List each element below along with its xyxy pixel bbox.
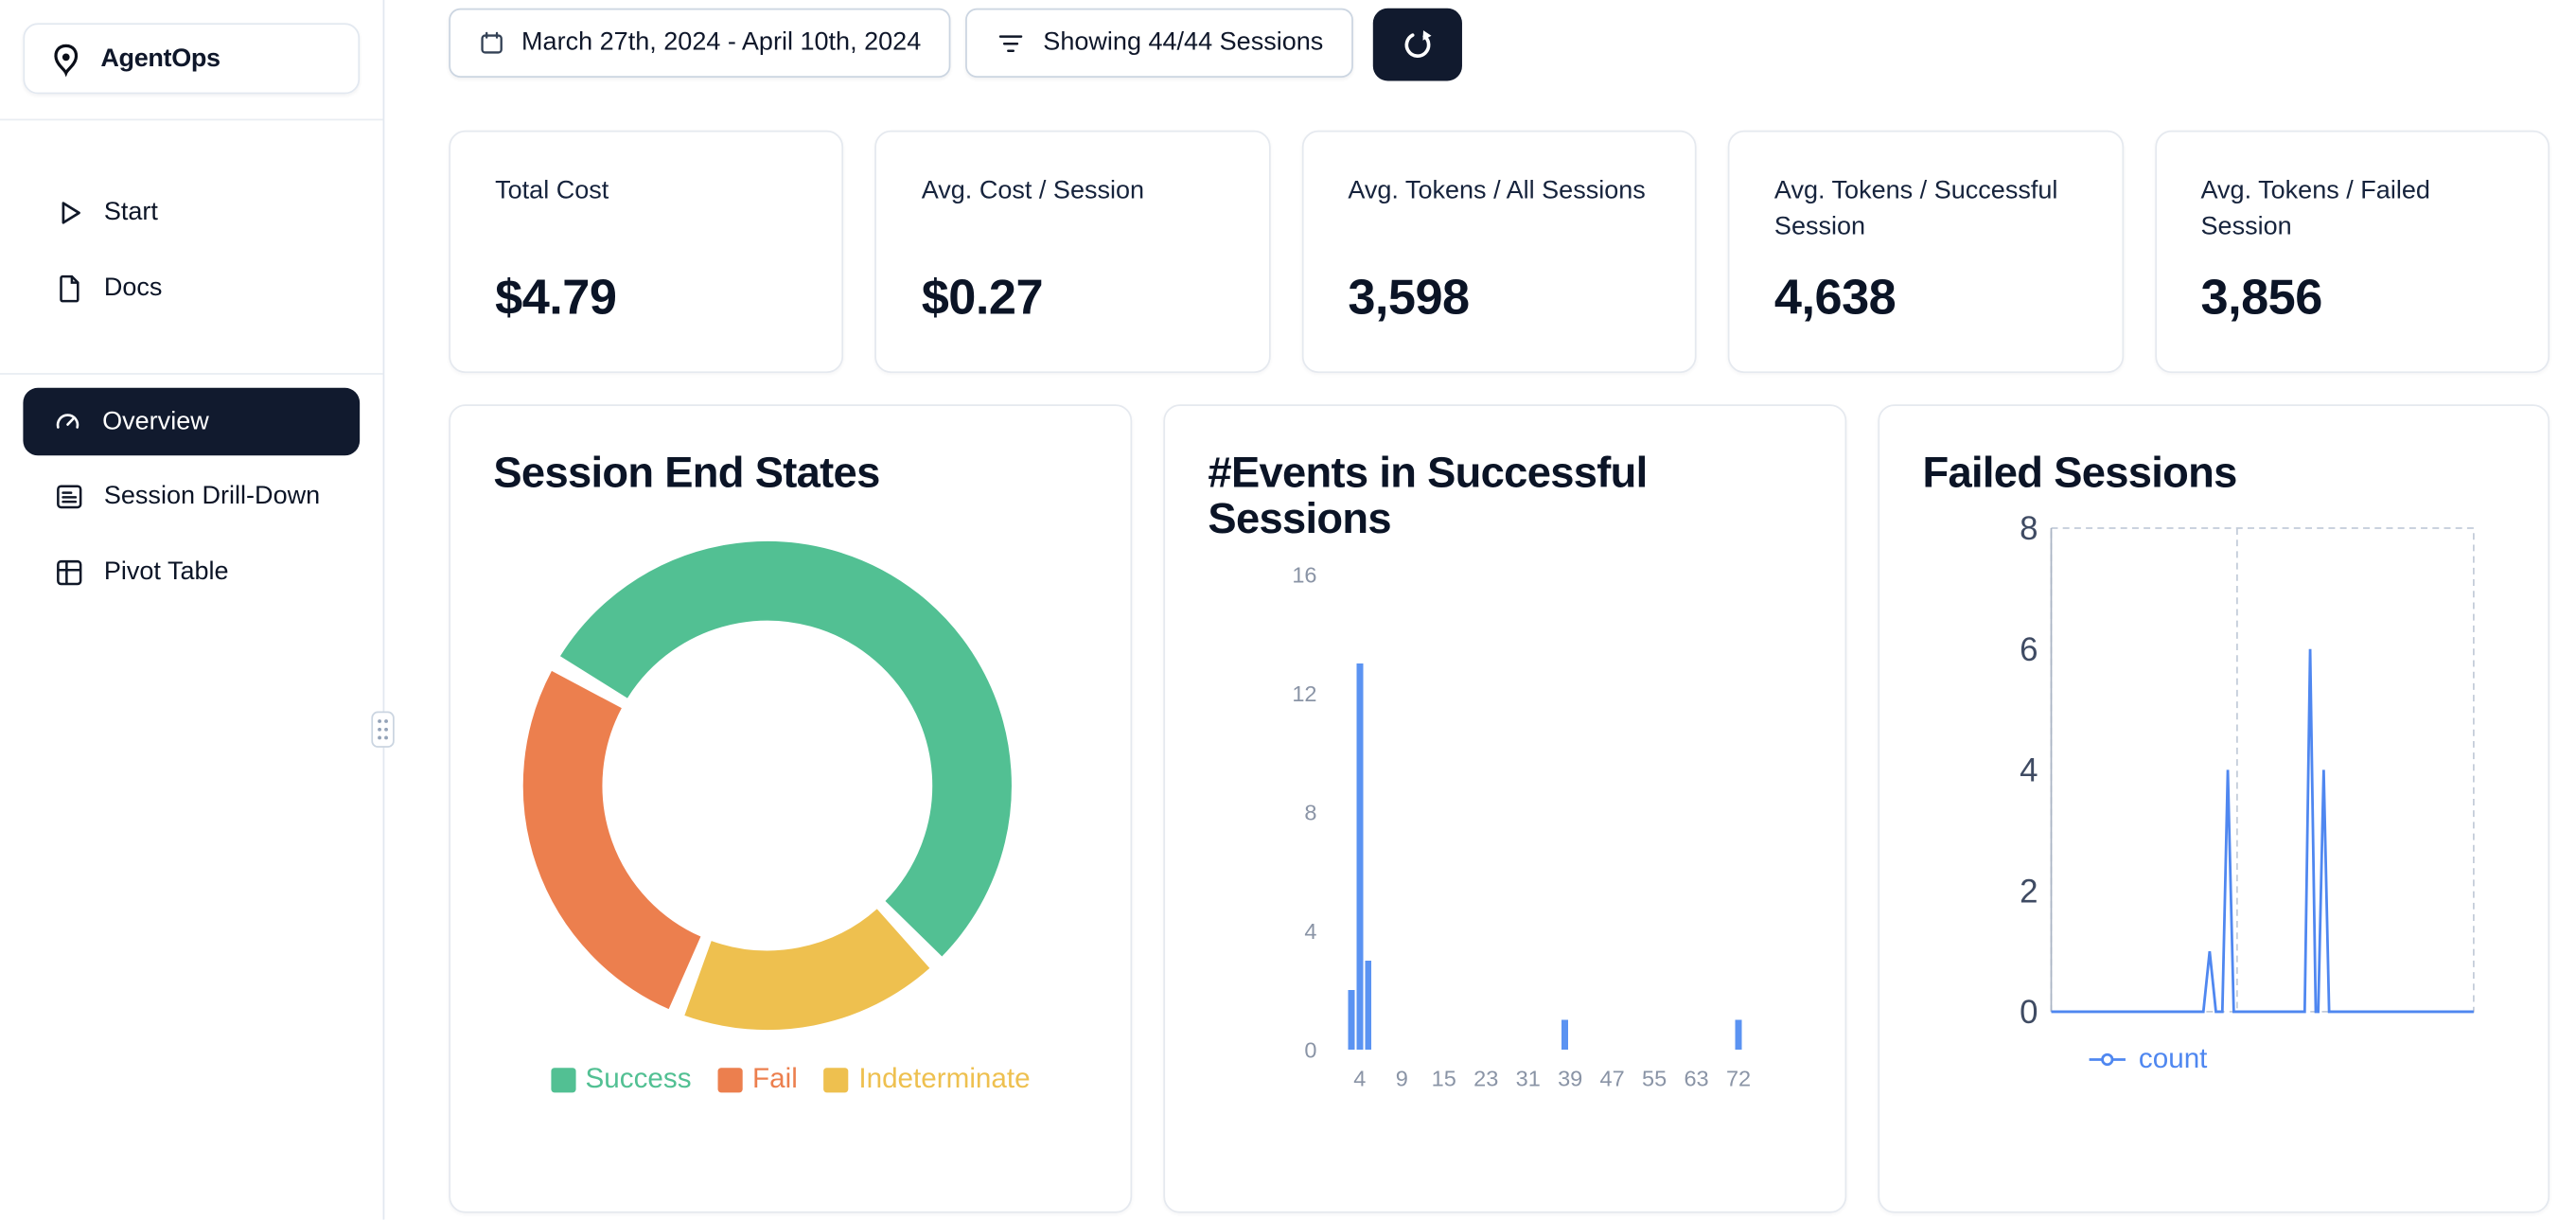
sidebar-nav: Start Docs Overview: [0, 145, 383, 610]
events-bar-chart: 0 4 8 12 16 4 9 15 23 31 39 47 55 63 72: [1292, 563, 1751, 1091]
stat-card-avg-tokens-successful: Avg. Tokens / Successful Session 4,638: [1728, 130, 2124, 374]
legend-label: Success: [585, 1063, 692, 1095]
legend-item-fail[interactable]: Fail: [717, 1063, 798, 1096]
svg-text:0: 0: [1304, 1038, 1316, 1063]
app-name: AgentOps: [100, 44, 221, 72]
table-icon: [57, 559, 82, 586]
sidebar-item-label: Pivot Table: [103, 557, 229, 587]
svg-text:23: 23: [1473, 1067, 1498, 1091]
sidebar-item-session-drill-down[interactable]: Session Drill-Down: [0, 459, 383, 535]
count-legend[interactable]: count: [2088, 1043, 2505, 1076]
calendar-icon: [481, 31, 503, 54]
count-legend-label: count: [2138, 1043, 2208, 1075]
stat-label: Avg. Cost / Session: [921, 176, 1145, 205]
chart-title: #Events in Successful Sessions: [1208, 447, 1648, 543]
sidebar-item-label: Start: [103, 198, 158, 226]
sessions-filter-label: Showing 44/44 Sessions: [1043, 27, 1324, 57]
svg-text:39: 39: [1558, 1067, 1582, 1091]
sidebar-item-overview[interactable]: Overview: [23, 387, 361, 456]
sidebar-item-label: Docs: [103, 274, 163, 303]
chart-title: Failed Sessions: [1922, 447, 2237, 497]
stat-card-avg-tokens-failed: Avg. Tokens / Failed Session 3,856: [2154, 130, 2550, 374]
failed-sessions-card: Failed Sessions 0 2 4 6 8 count: [1878, 404, 2550, 1213]
fail-swatch: [717, 1067, 743, 1092]
svg-text:31: 31: [1516, 1067, 1541, 1091]
stats-row: Total Cost $4.79 Avg. Cost / Session $0.…: [449, 130, 2550, 374]
sidebar: AgentOps Start Docs: [0, 0, 385, 1220]
stat-card-total-cost: Total Cost $4.79: [449, 130, 844, 374]
svg-text:8: 8: [1304, 801, 1316, 825]
bar-chart-area: 0 4 8 12 16 4 9 15 23 31 39 47 55 63 72: [1208, 555, 1802, 1107]
sidebar-item-start[interactable]: Start: [0, 175, 383, 251]
sidebar-item-docs[interactable]: Docs: [0, 251, 383, 327]
toolbar: March 27th, 2024 - April 10th, 2024 Show…: [449, 8, 2550, 81]
agentops-logo-icon: [54, 43, 79, 77]
events-in-successful-sessions-card: #Events in Successful Sessions 0 4 8 12 16 4 9…: [1163, 404, 1847, 1213]
svg-text:12: 12: [1292, 681, 1316, 706]
legend-item-success[interactable]: Success: [550, 1063, 692, 1096]
app-logo[interactable]: AgentOps: [23, 23, 361, 95]
stat-card-avg-cost-session: Avg. Cost / Session $0.27: [874, 130, 1271, 374]
svg-text:2: 2: [2020, 874, 2038, 911]
success-swatch: [550, 1067, 576, 1092]
donut-legend: Success Fail Indeterminate: [493, 1063, 1087, 1096]
svg-text:47: 47: [1600, 1067, 1625, 1091]
charts-row: Session End States Success Fail: [449, 404, 2550, 1213]
main-content: March 27th, 2024 - April 10th, 2024 Show…: [386, 0, 2576, 1220]
failed-sessions-chart: 0 2 4 6 8: [2020, 510, 2475, 1031]
svg-text:0: 0: [2020, 994, 2038, 1031]
sidebar-item-label: Session Drill-Down: [103, 482, 321, 510]
stat-value: 4,638: [1773, 270, 1897, 326]
legend-label: Fail: [752, 1063, 798, 1095]
stat-label: Avg. Tokens / All Sessions: [1348, 176, 1646, 205]
legend-label: Indeterminate: [858, 1063, 1031, 1095]
svg-text:55: 55: [1642, 1067, 1667, 1091]
line-chart-area: 0 2 4 6 8: [1922, 508, 2505, 1036]
stat-value: $0.27: [921, 270, 1044, 326]
svg-text:4: 4: [1353, 1067, 1366, 1091]
date-range-button[interactable]: March 27th, 2024 - April 10th, 2024: [449, 8, 951, 78]
stat-value: $4.79: [495, 270, 617, 326]
svg-text:63: 63: [1684, 1067, 1708, 1091]
svg-text:6: 6: [2020, 631, 2038, 668]
stat-label: Avg. Tokens / Successful Session: [1773, 176, 2058, 242]
date-range-label: March 27th, 2024 - April 10th, 2024: [521, 27, 922, 57]
count-legend-icon: [2089, 1052, 2126, 1067]
refresh-icon: [1405, 29, 1433, 58]
sidebar-divider: [0, 118, 383, 121]
donut-chart-area: [493, 508, 1087, 1052]
svg-text:15: 15: [1432, 1067, 1456, 1091]
stat-card-avg-tokens-all: Avg. Tokens / All Sessions 3,598: [1301, 130, 1697, 374]
document-icon: [60, 274, 79, 303]
svg-text:8: 8: [2020, 510, 2038, 547]
stat-value: 3,856: [2200, 270, 2323, 326]
sidebar-item-label: Overview: [102, 406, 209, 435]
list-details-icon: [57, 485, 82, 509]
sidebar-divider: [0, 373, 383, 375]
session-end-states-card: Session End States Success Fail: [449, 404, 1133, 1213]
sidebar-item-pivot-table[interactable]: Pivot Table: [0, 535, 383, 610]
stat-value: 3,598: [1348, 270, 1470, 326]
sidebar-resize-handle[interactable]: [371, 711, 395, 748]
grip-dots-icon: [378, 719, 388, 740]
filter-icon: [999, 34, 1023, 52]
chart-title: Session End States: [493, 447, 880, 497]
refresh-button[interactable]: [1372, 8, 1462, 81]
indeterminate-swatch: [823, 1067, 849, 1092]
stat-label: Total Cost: [495, 176, 609, 205]
gauge-icon: [56, 413, 79, 428]
sessions-filter-button[interactable]: Showing 44/44 Sessions: [965, 8, 1353, 78]
svg-text:9: 9: [1396, 1067, 1408, 1091]
svg-text:16: 16: [1292, 563, 1316, 588]
session-end-states-donut: [522, 541, 1012, 1031]
legend-item-indeterminate[interactable]: Indeterminate: [823, 1063, 1031, 1096]
stat-label: Avg. Tokens / Failed Session: [2200, 176, 2430, 242]
play-icon: [62, 202, 80, 224]
svg-text:72: 72: [1726, 1067, 1751, 1091]
svg-text:4: 4: [2020, 752, 2038, 789]
svg-text:4: 4: [1304, 919, 1316, 944]
